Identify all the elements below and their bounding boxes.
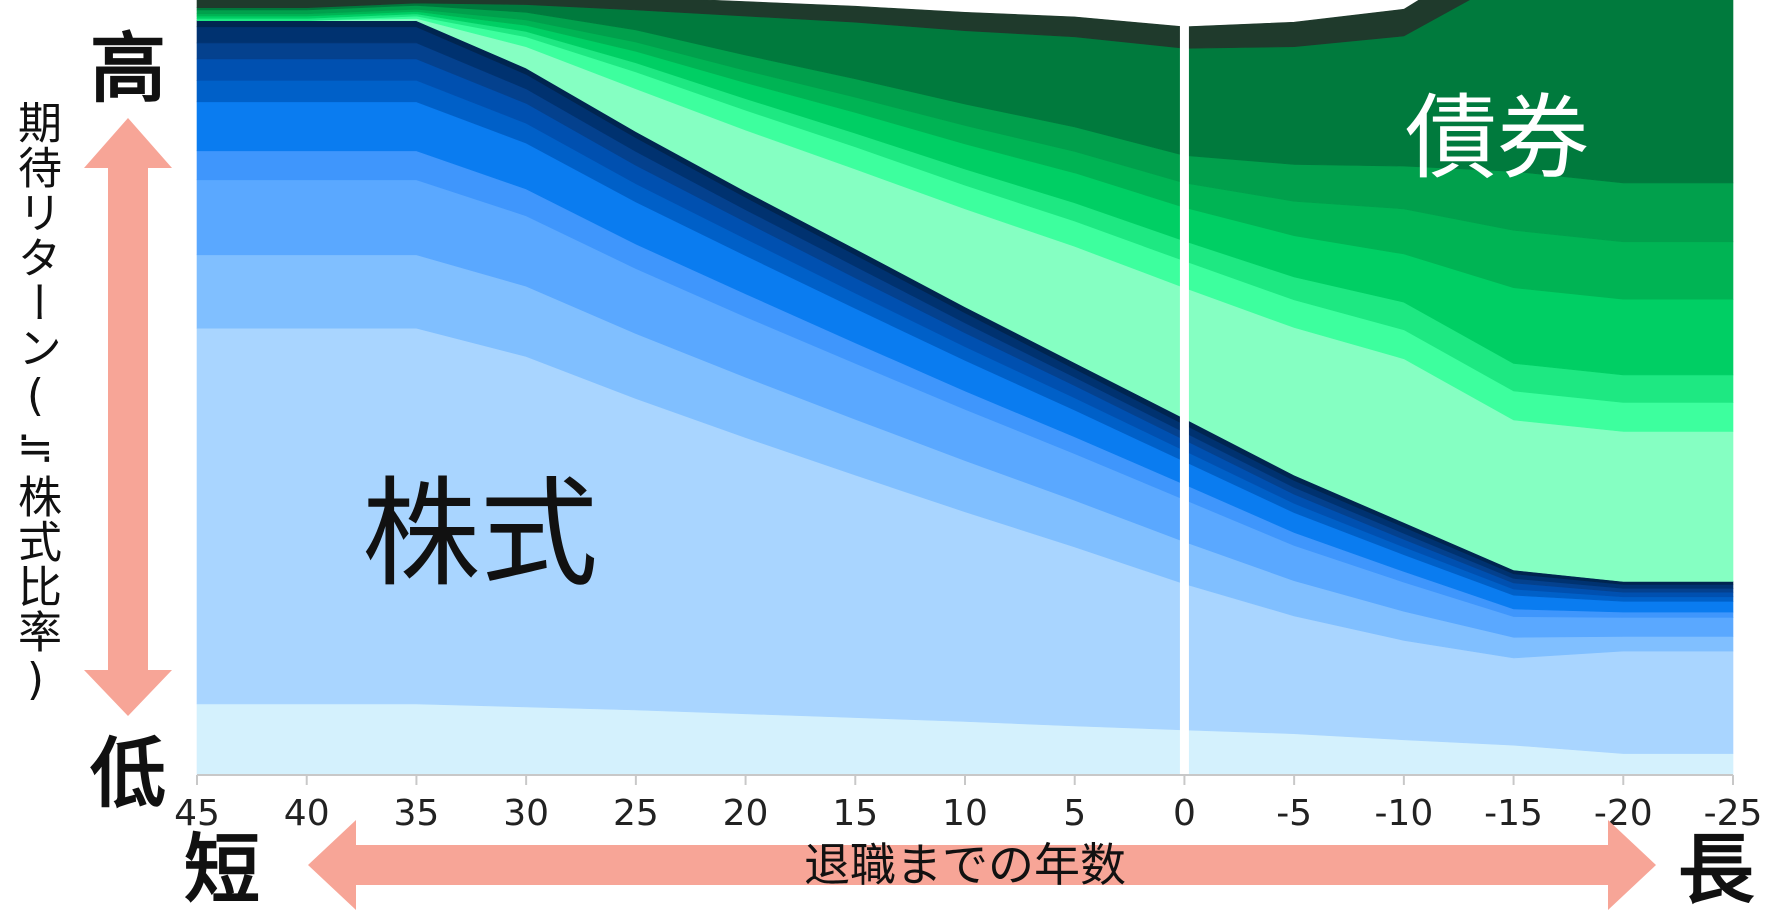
x-tick-label: 30	[503, 793, 549, 834]
x-tick-label: -15	[1484, 793, 1543, 834]
x-tick-label: 15	[832, 793, 878, 834]
stacked-area-layer	[196, 0, 1734, 776]
stocks-annotation: 株式	[362, 465, 598, 603]
x-tick-label: -20	[1594, 793, 1653, 834]
vertical-double-arrow-icon	[84, 118, 172, 716]
x-tick-label: 20	[723, 793, 769, 834]
x-tick-label: 10	[942, 793, 988, 834]
y-axis-title: 期待リターン(≒株式比率)	[10, 100, 61, 706]
y-axis-bottom-label: 低	[90, 729, 166, 818]
x-tick-label: 45	[174, 793, 220, 834]
x-tick-layer: 45 40 35 30 25 20 15 10 5 0 -5 -10 -15 -20 -25	[174, 775, 1762, 834]
x-tick-label: -10	[1374, 793, 1433, 834]
x-axis-title: 退職までの年数	[804, 838, 1126, 892]
x-tick-label: -5	[1276, 793, 1312, 834]
bonds-annotation: 債券	[1405, 85, 1589, 192]
x-tick-label: 5	[1063, 793, 1086, 834]
x-tick-label: 35	[394, 793, 440, 834]
bond-band-18	[196, 0, 1470, 49]
x-axis-left-label: 短	[184, 825, 260, 914]
x-tick-label: 25	[613, 793, 659, 834]
x-axis-right-label: 長	[1678, 825, 1755, 914]
x-tick-label: -25	[1704, 793, 1763, 834]
y-axis-top-label: 高	[90, 24, 166, 113]
x-tick-label: 40	[284, 793, 330, 834]
horizontal-double-arrow-icon	[308, 820, 1656, 910]
x-tick-label: 0	[1173, 793, 1196, 834]
